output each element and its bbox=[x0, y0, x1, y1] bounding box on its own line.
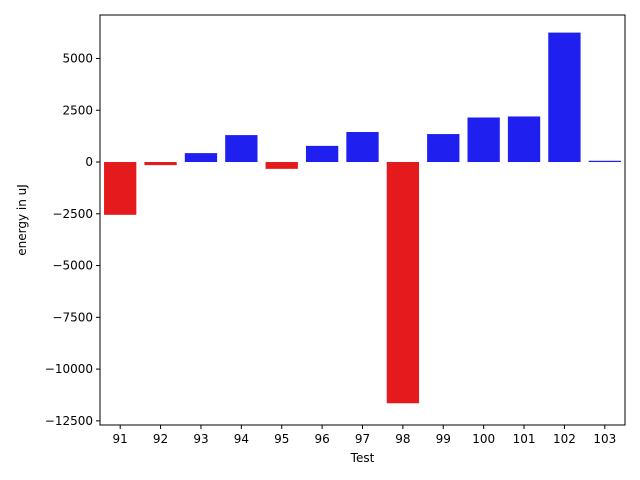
y-tick-label: −5000 bbox=[52, 259, 93, 273]
bar-103 bbox=[588, 160, 621, 163]
y-tick-label: −7500 bbox=[52, 310, 93, 324]
bar-94 bbox=[225, 135, 258, 163]
x-tick-label: 101 bbox=[513, 432, 536, 446]
y-tick-label: −2500 bbox=[52, 207, 93, 221]
x-tick-label: 103 bbox=[593, 432, 616, 446]
x-tick-label: 95 bbox=[274, 432, 289, 446]
x-axis-ticks: 91 92 93 94 95 96 97 98 99 100 101 102 103 bbox=[113, 425, 616, 446]
y-tick-label: 5000 bbox=[62, 51, 93, 65]
x-tick-label: 94 bbox=[234, 432, 249, 446]
x-tick-label: 92 bbox=[153, 432, 168, 446]
bar-95 bbox=[265, 162, 298, 169]
x-axis-label: Test bbox=[350, 451, 375, 465]
x-tick-label: 93 bbox=[193, 432, 208, 446]
plot-frame bbox=[99, 14, 626, 426]
y-axis-label: energy in uJ bbox=[15, 184, 29, 256]
y-axis-ticks: 5000 2500 0 −2500 −5000 −7500 −10000 −12500 bbox=[45, 51, 100, 428]
x-tick-label: 91 bbox=[113, 432, 128, 446]
x-tick-label: 102 bbox=[553, 432, 576, 446]
x-tick-label: 100 bbox=[472, 432, 495, 446]
bar-102 bbox=[548, 32, 581, 163]
bar-100 bbox=[467, 117, 500, 163]
bar-97 bbox=[346, 131, 379, 163]
bar-99 bbox=[427, 134, 460, 163]
y-tick-label: 0 bbox=[85, 155, 93, 169]
bar-93 bbox=[184, 153, 218, 163]
y-tick-label: −10000 bbox=[45, 362, 93, 376]
bar-92 bbox=[144, 162, 177, 166]
x-tick-label: 99 bbox=[436, 432, 451, 446]
y-tick-label: −12500 bbox=[45, 414, 93, 428]
x-tick-label: 98 bbox=[395, 432, 410, 446]
bar-91 bbox=[104, 162, 137, 215]
bar-101 bbox=[507, 116, 541, 163]
bar-96 bbox=[305, 145, 339, 163]
y-tick-label: 2500 bbox=[62, 103, 93, 117]
x-tick-label: 96 bbox=[314, 432, 329, 446]
x-tick-label: 97 bbox=[355, 432, 370, 446]
bars-layer bbox=[104, 32, 621, 404]
bar-98 bbox=[386, 162, 420, 404]
